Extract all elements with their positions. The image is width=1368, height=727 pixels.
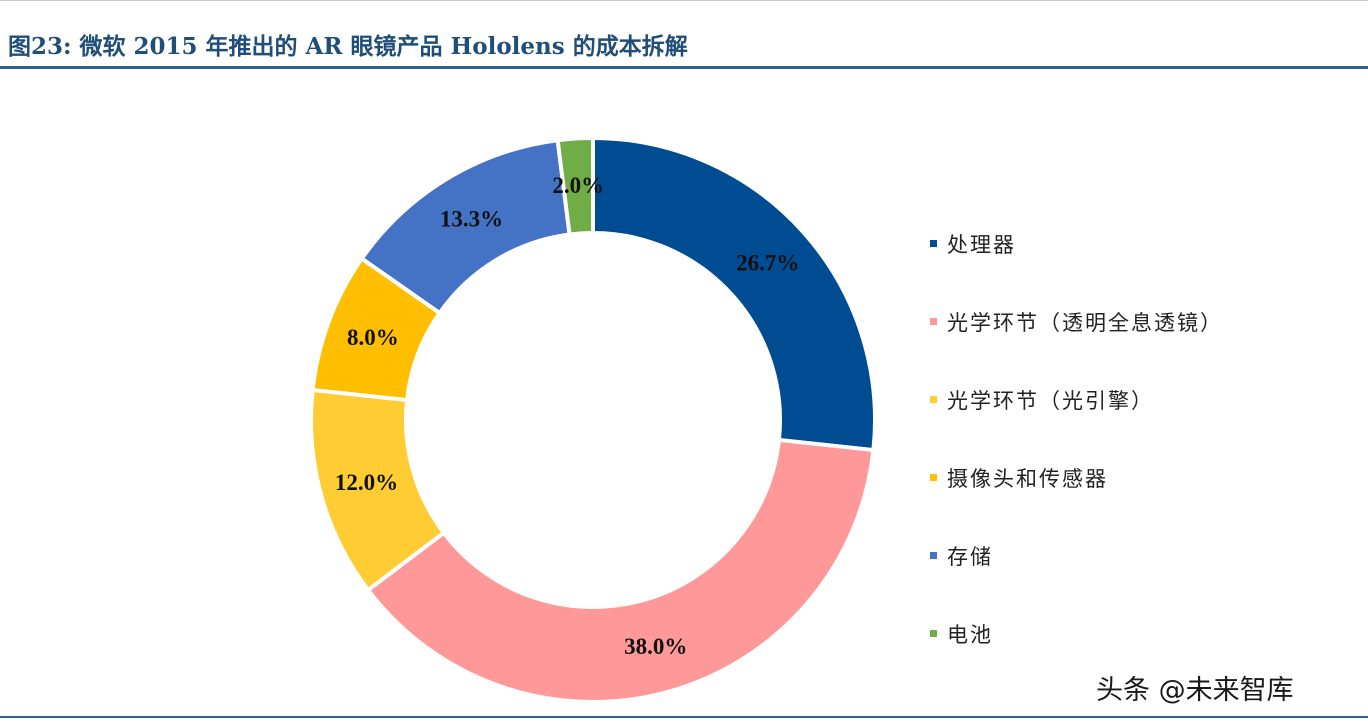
- legend-swatch: [930, 474, 937, 481]
- legend-item: 摄像头和传感器: [930, 463, 1223, 541]
- figure-title: 图23: 微软 2015 年推出的 AR 眼镜产品 Hololens 的成本拆解: [8, 33, 688, 60]
- legend-label: 存储: [947, 545, 993, 569]
- slice-label-1: 26.7%: [736, 250, 799, 275]
- legend-item: 存储: [930, 541, 1223, 619]
- legend-swatch: [930, 240, 937, 247]
- slice-labels: 26.7% 38.0% 12.0% 8.0% 13.3% 2.0%: [335, 173, 800, 659]
- legend-label: 处理器: [947, 233, 1016, 257]
- chart-legend: 处理器光学环节（透明全息透镜） 光学环节（光引擎） 摄像头和传感器 存储电池: [930, 229, 1223, 697]
- legend-label: 摄像头和传感器: [947, 467, 1108, 491]
- slice-2: [366, 437, 876, 704]
- bottom-rule: [0, 716, 1368, 718]
- legend-label: 光学环节（光引擎）: [947, 389, 1154, 413]
- watermark: 头条 @未来智库: [1096, 675, 1294, 706]
- legend-label: 电池: [947, 623, 993, 647]
- legend-item: 电池: [930, 619, 1223, 697]
- legend-item: 光学环节（透明全息透镜）: [930, 307, 1223, 385]
- slice-label-6: 2.0%: [552, 173, 604, 198]
- legend-swatch: [930, 396, 937, 403]
- donut-slices: [309, 136, 877, 704]
- top-border: [0, 0, 1368, 1]
- legend-label: 光学环节（透明全息透镜）: [947, 311, 1223, 335]
- slice-1: [591, 136, 877, 453]
- legend-item: 光学环节（光引擎）: [930, 385, 1223, 463]
- title-rule: [0, 66, 1368, 69]
- slice-6: [555, 136, 595, 237]
- legend-swatch: [930, 552, 937, 559]
- slice-label-3: 12.0%: [335, 470, 398, 495]
- legend-swatch: [930, 630, 937, 637]
- slice-label-4: 8.0%: [347, 325, 399, 350]
- slice-label-5: 13.3%: [440, 206, 503, 231]
- legend-item: 处理器: [930, 229, 1223, 307]
- legend-swatch: [930, 318, 937, 325]
- slice-label-2: 38.0%: [624, 634, 687, 659]
